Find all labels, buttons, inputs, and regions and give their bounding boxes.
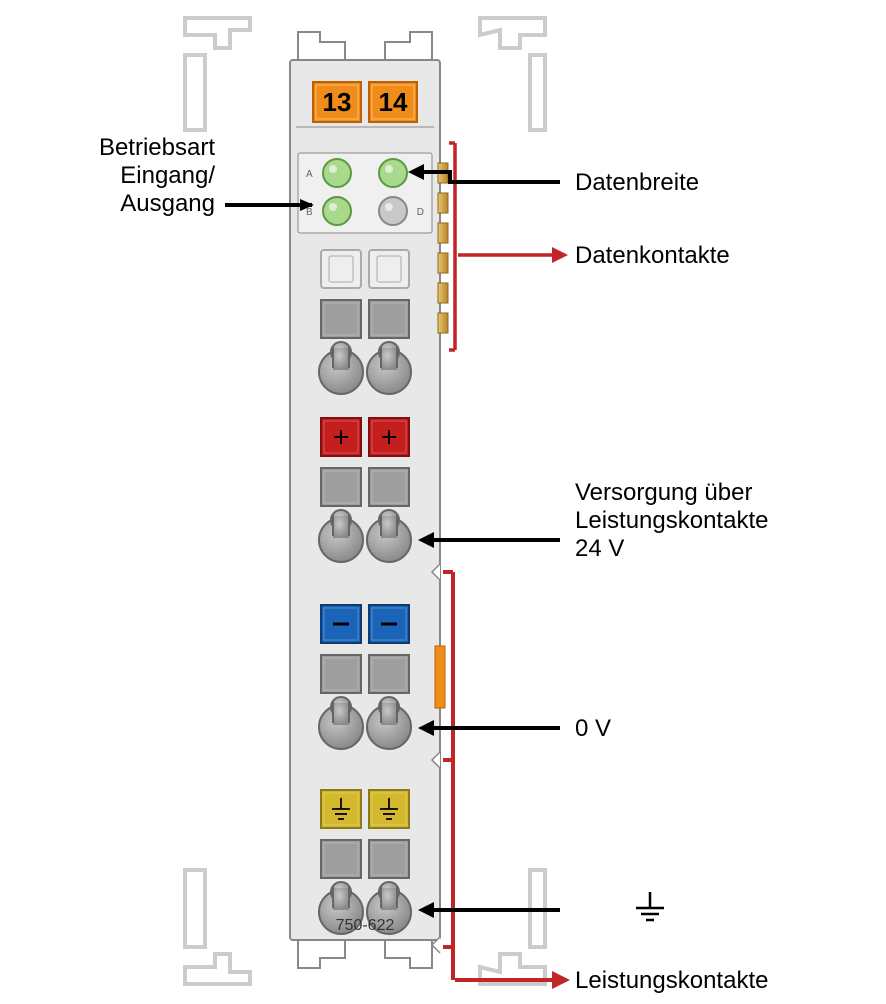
label-supply: Versorgung über xyxy=(575,479,752,506)
label-mode: Ausgang xyxy=(120,190,215,217)
label-supply: 24 V xyxy=(575,535,624,562)
led-label: B xyxy=(306,207,313,218)
led-label: D xyxy=(417,207,424,218)
svg-text:14: 14 xyxy=(379,87,408,117)
led-label: A xyxy=(306,169,313,180)
label-0v: 0 V xyxy=(575,715,611,742)
svg-text:13: 13 xyxy=(323,87,352,117)
label-mode: Eingang/ xyxy=(120,162,215,189)
label-data-contacts: Datenkontakte xyxy=(575,242,730,269)
label-data-width: Datenbreite xyxy=(575,169,699,196)
label-mode: Betriebsart xyxy=(99,134,215,161)
label-power-contacts: Leistungskontakte xyxy=(575,967,768,994)
status-leds: ACBD xyxy=(298,153,432,233)
module-diagram: 1314ACBD750-622BetriebsartEingang/Ausgan… xyxy=(0,0,886,1004)
ground-symbol-icon xyxy=(636,892,664,920)
data-contacts-bracket xyxy=(449,143,568,350)
power-contacts-bracket xyxy=(443,572,570,989)
part-number: 750-622 xyxy=(336,917,395,934)
label-supply: Leistungskontakte xyxy=(575,507,768,534)
orange-contact-strip xyxy=(435,646,445,708)
